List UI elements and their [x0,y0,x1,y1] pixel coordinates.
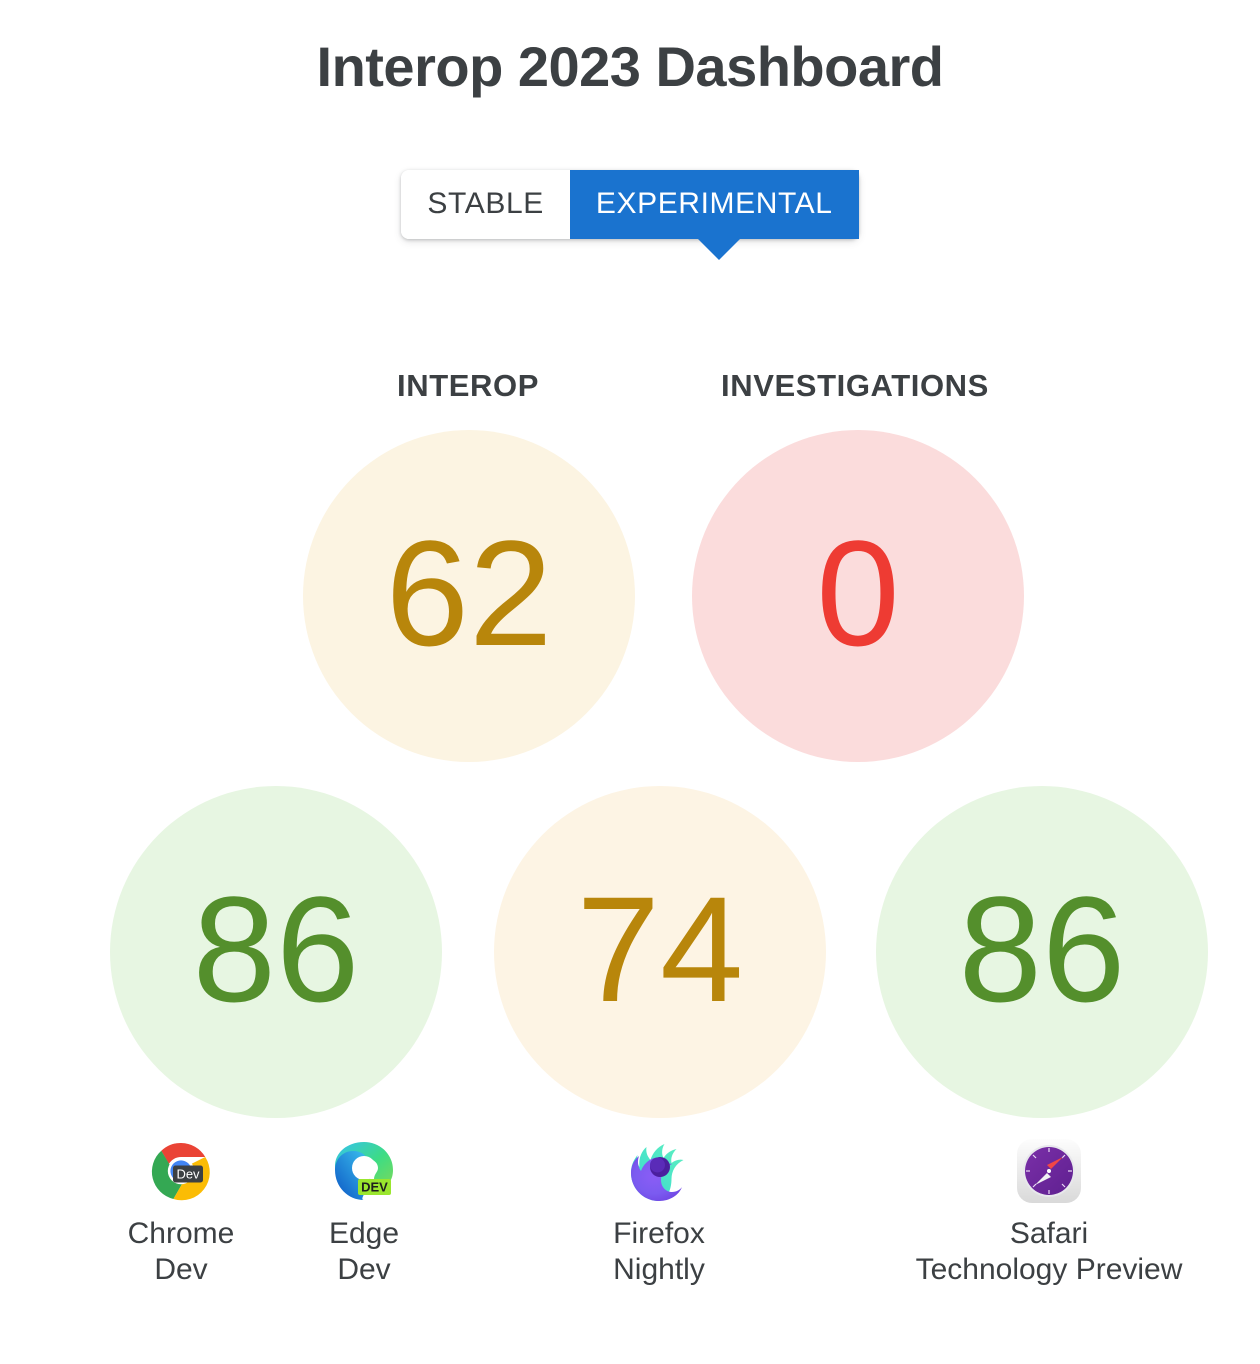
svg-text:Dev: Dev [176,1167,200,1182]
score-circle-investigations[interactable]: 0 [692,430,1024,762]
edge-dev-icon: DEV [194,1134,534,1208]
safari-technology-preview-icon [879,1134,1219,1208]
score-value-investigations: 0 [816,509,900,677]
chrome-dev-icon: Dev [11,1134,351,1208]
browser-name-chrome-dev: Chrome Dev [127,1217,235,1286]
tab-group: STABLE EXPERIMENTAL [401,170,859,260]
score-value-interop: 62 [385,509,553,677]
section-headers: INTEROP INVESTIGATIONS [0,368,1260,408]
score-circle-safari[interactable]: 86 [876,786,1208,1118]
tab-stable[interactable]: STABLE [401,170,570,239]
interop-section-header: INTEROP [397,368,539,403]
tab-active-caret-icon [697,238,742,260]
browser-name-firefox-nightly: Firefox Nightly [613,1217,705,1286]
tab-experimental[interactable]: EXPERIMENTAL [569,170,859,239]
tab-bar: STABLE EXPERIMENTAL [0,170,1260,260]
score-value-safari: 86 [958,865,1126,1033]
browser-name-edge-dev: Edge Dev [328,1217,400,1286]
browser-edge-dev[interactable]: DEV Edge Dev [194,1134,534,1288]
browser-name-safari-technology-preview: Safari Technology Preview [915,1217,1183,1286]
firefox-nightly-icon [489,1134,829,1208]
browser-legend: Dev Chrome Dev [0,1134,1260,1334]
page-title: Interop 2023 Dashboard [316,35,944,98]
investigations-section-header: INVESTIGATIONS [721,368,989,403]
score-value-firefox: 74 [576,865,744,1033]
browser-safari-technology-preview[interactable]: Safari Technology Preview [879,1134,1219,1288]
browser-chrome-dev[interactable]: Dev Chrome Dev [11,1134,351,1288]
score-circle-interop[interactable]: 62 [303,430,635,762]
browser-firefox-nightly[interactable]: Firefox Nightly [489,1134,829,1288]
score-circle-chrome-edge[interactable]: 86 [110,786,442,1118]
svg-text:DEV: DEV [361,1180,388,1195]
score-value-chrome-edge: 86 [192,865,360,1033]
score-circle-firefox[interactable]: 74 [494,786,826,1118]
